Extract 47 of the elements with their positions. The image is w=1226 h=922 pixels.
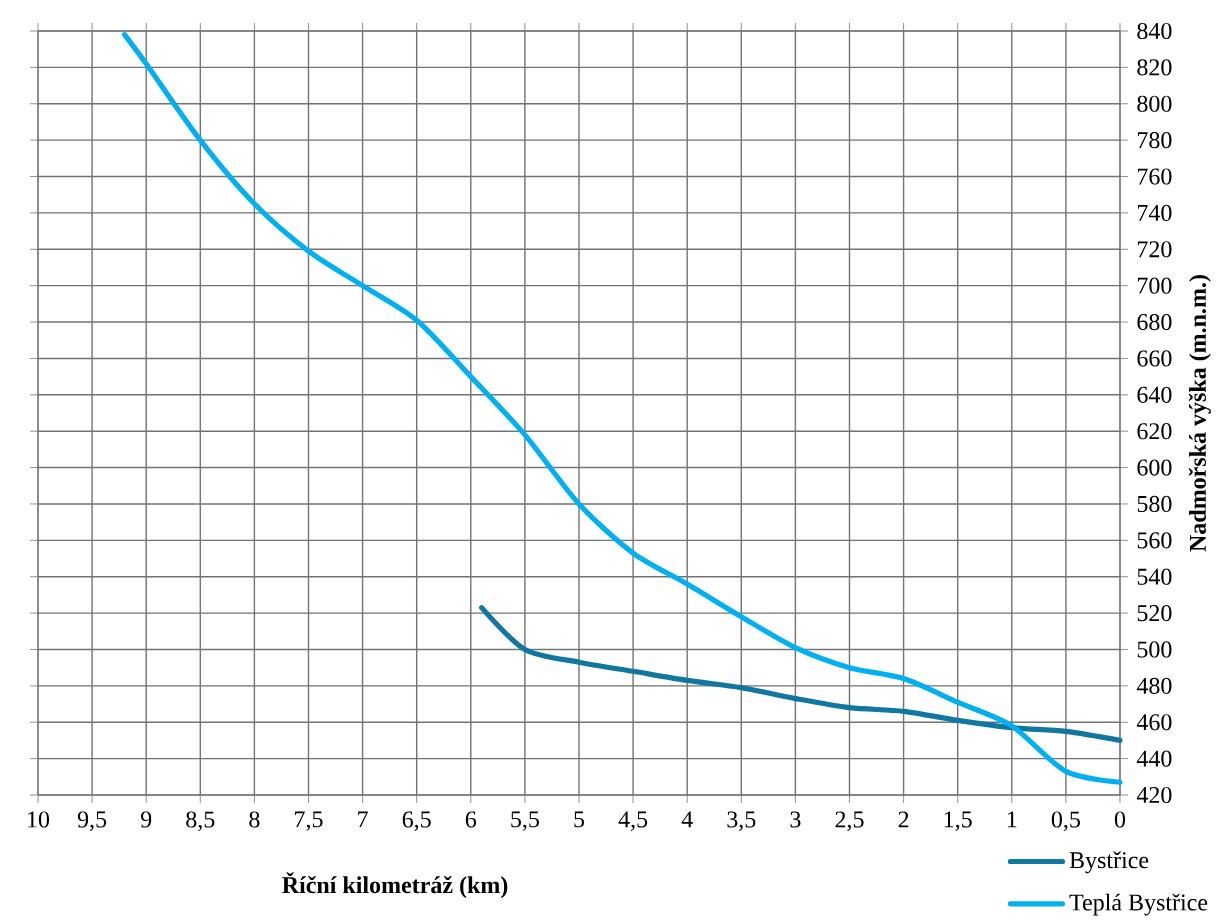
- x-tick-label: 9: [140, 811, 152, 828]
- x-axis-title: Říční kilometráž (km): [282, 872, 508, 899]
- y-tick-label: 740: [1137, 204, 1172, 221]
- y-tick-label: 680: [1137, 313, 1172, 331]
- y-tick-label: 620: [1137, 423, 1172, 440]
- y-tick-label: 600: [1137, 459, 1172, 476]
- y-tick-label: 420: [1136, 786, 1172, 804]
- y-tick-label: 520: [1137, 604, 1172, 622]
- x-tick-label: 5,5: [511, 811, 539, 831]
- x-tick-label: 1,5: [944, 811, 972, 831]
- x-tick-label: 9,5: [77, 811, 107, 831]
- y-tick-label: 640: [1137, 386, 1172, 403]
- y-tick-label: 780: [1137, 132, 1172, 149]
- y-tick-label: 500: [1137, 641, 1172, 658]
- x-tick-label: 8: [249, 811, 260, 828]
- x-tick-label: 6: [465, 811, 477, 828]
- y-tick-label: 660: [1137, 350, 1172, 367]
- y-tick-label: 540: [1137, 568, 1172, 585]
- x-tick-label: 3,5: [727, 811, 756, 831]
- y-tick-label: 560: [1137, 532, 1172, 549]
- legend-label: Teplá Bystřice: [1069, 893, 1208, 916]
- y-tick-label: 580: [1137, 495, 1172, 513]
- y-tick-label: 720: [1137, 241, 1172, 258]
- y-tick-label: 440: [1136, 750, 1172, 767]
- x-tick-label: 3: [790, 811, 801, 828]
- y-tick-label: 480: [1136, 677, 1172, 694]
- legend-label: Bystřice: [1069, 851, 1149, 874]
- y-tick-label: 800: [1137, 95, 1172, 112]
- y-tick-label: 700: [1137, 277, 1172, 294]
- y-axis-title: Nadmořská výška (m.n.m.): [1188, 275, 1211, 552]
- x-tick-label: 2,5: [835, 811, 864, 831]
- x-tick-label: 7: [358, 811, 368, 828]
- x-tick-label: 4,5: [618, 811, 648, 831]
- y-tick-label: 760: [1137, 168, 1172, 185]
- y-tick-label: 820: [1137, 59, 1172, 76]
- x-tick-label: 6,5: [402, 811, 431, 831]
- x-tick-label: 0: [1114, 811, 1126, 828]
- x-tick-label: 5: [574, 811, 585, 828]
- x-tick-label: 0,5: [1051, 811, 1080, 832]
- x-tick-label: 1: [1007, 811, 1017, 828]
- y-tick-label: 840: [1137, 22, 1172, 40]
- x-tick-label: 2: [898, 811, 909, 828]
- x-tick-label: 4: [681, 811, 693, 828]
- y-tick-label: 460: [1136, 714, 1172, 731]
- x-tick-label: 10: [28, 811, 50, 828]
- x-tick-label: 7,5: [295, 811, 323, 831]
- x-tick-label: 8,5: [186, 811, 215, 832]
